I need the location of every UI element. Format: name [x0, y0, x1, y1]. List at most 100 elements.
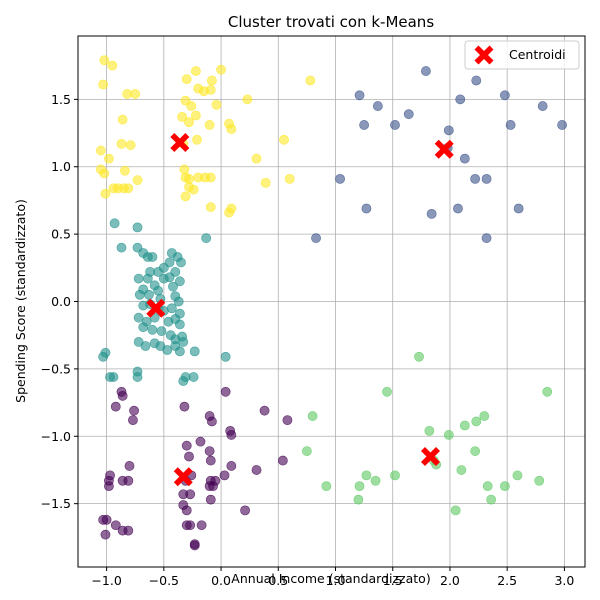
data-point [284, 173, 295, 184]
y-tick-label: −0.5 [41, 361, 71, 376]
x-tick-label: −0.5 [149, 573, 179, 588]
data-point [390, 470, 400, 481]
data-point [133, 312, 144, 323]
data-point [301, 446, 312, 456]
data-point [453, 203, 463, 214]
data-point [311, 233, 321, 244]
data-point [220, 351, 231, 362]
data-point [216, 64, 226, 75]
y-tick-label: 0.5 [51, 227, 71, 242]
chart-title: Cluster trovati con k-Means [228, 13, 434, 31]
data-point [180, 172, 191, 183]
data-point [204, 481, 215, 492]
data-point [205, 494, 216, 505]
data-point [188, 184, 199, 195]
data-point [207, 75, 217, 86]
data-point [177, 111, 188, 122]
data-point [101, 514, 112, 525]
data-point [190, 110, 201, 121]
data-point [142, 273, 153, 284]
data-point [116, 242, 127, 253]
cluster-1-points [311, 66, 568, 244]
data-point [129, 405, 139, 416]
data-point [354, 481, 365, 492]
data-point [359, 120, 370, 130]
data-point [251, 465, 262, 475]
data-point [181, 505, 192, 516]
data-point [100, 347, 111, 358]
x-tick-label: 0.5 [268, 573, 288, 588]
x-axis-label: Annual Income (standardizzato) [231, 571, 430, 586]
data-point [426, 208, 437, 219]
data-point [192, 134, 202, 145]
data-point [178, 376, 189, 386]
data-point [470, 446, 481, 456]
data-point [147, 252, 158, 262]
data-point [189, 346, 200, 357]
centroid-marker [173, 467, 193, 487]
cluster-3-points [301, 351, 553, 516]
centroid-marker [146, 298, 166, 318]
data-point [481, 233, 492, 244]
data-point [277, 455, 288, 466]
data-point [144, 289, 154, 300]
data-point [178, 337, 189, 347]
data-point [372, 101, 383, 111]
cluster-0-points [95, 55, 316, 218]
data-point [421, 66, 431, 76]
data-point [424, 425, 435, 436]
data-point [95, 145, 106, 156]
data-point [132, 372, 143, 382]
data-point [205, 455, 216, 466]
data-point [123, 183, 134, 194]
data-point [443, 125, 454, 136]
data-point [116, 138, 127, 149]
x-tick-label: −1.0 [91, 573, 121, 588]
data-point [179, 401, 190, 412]
data-point [204, 446, 215, 456]
data-point [305, 75, 316, 86]
legend-box [464, 40, 580, 70]
data-point [205, 85, 216, 95]
data-point [242, 94, 253, 105]
centroid-markers [146, 132, 454, 487]
data-point [482, 481, 493, 492]
data-point [499, 481, 510, 492]
data-point [211, 99, 222, 110]
data-point [138, 322, 149, 333]
data-point [335, 173, 345, 184]
data-point [459, 153, 470, 164]
x-tick-label: 1.5 [383, 573, 403, 588]
data-point [226, 430, 237, 440]
cluster-4-points [98, 386, 293, 551]
data-point [133, 273, 144, 284]
data-point [251, 153, 262, 164]
axis-ticks: −1.0 −0.5 0.0 0.5 1.0 1.5 2.0 2.5 3.0 −1.5 −1.0 −0.… [41, 92, 575, 588]
data-point [370, 475, 381, 486]
data-point [170, 266, 181, 277]
data-point [123, 525, 134, 536]
data-point [443, 430, 454, 440]
data-point [173, 296, 184, 307]
x-tick-label: 1.0 [326, 573, 346, 588]
data-point [125, 140, 136, 151]
data-point [100, 529, 111, 540]
data-point [196, 520, 207, 531]
data-point [132, 222, 143, 233]
x-tick-label: 2.0 [440, 573, 460, 588]
data-point [321, 481, 332, 492]
data-points [95, 55, 568, 551]
data-point [260, 178, 271, 188]
data-point [185, 520, 196, 531]
data-point [414, 351, 424, 362]
x-tick-label: 0.0 [211, 573, 231, 588]
data-point [226, 203, 237, 214]
data-point [282, 415, 293, 425]
data-point [117, 390, 128, 401]
data-point [470, 173, 481, 184]
y-tick-label: 0.0 [51, 294, 71, 309]
data-point [259, 405, 270, 416]
data-point [100, 188, 111, 199]
data-point [204, 120, 215, 130]
